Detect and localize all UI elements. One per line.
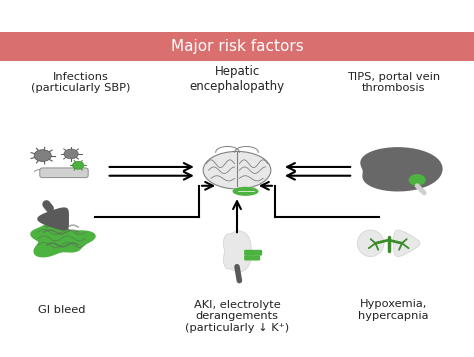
FancyBboxPatch shape <box>244 255 260 261</box>
Circle shape <box>34 150 51 161</box>
FancyBboxPatch shape <box>0 32 474 61</box>
FancyBboxPatch shape <box>40 168 88 178</box>
Polygon shape <box>361 148 442 191</box>
Polygon shape <box>38 208 68 230</box>
Text: Major risk factors: Major risk factors <box>171 39 303 54</box>
Text: Hepatic
encephalopathy: Hepatic encephalopathy <box>190 65 284 93</box>
Text: Infections
(particularly SBP): Infections (particularly SBP) <box>31 72 130 93</box>
Circle shape <box>64 149 78 159</box>
Text: Hypoxemia,
hypercapnia: Hypoxemia, hypercapnia <box>358 299 428 321</box>
Polygon shape <box>393 230 420 257</box>
Text: GI bleed: GI bleed <box>38 305 85 315</box>
Text: TIPS, portal vein
thrombosis: TIPS, portal vein thrombosis <box>347 72 440 93</box>
FancyBboxPatch shape <box>244 250 262 256</box>
Ellipse shape <box>203 151 271 189</box>
Circle shape <box>73 161 84 169</box>
Circle shape <box>409 174 426 186</box>
Ellipse shape <box>232 187 259 196</box>
Polygon shape <box>223 231 251 272</box>
Polygon shape <box>31 222 95 257</box>
Text: AKI, electrolyte
derangements
(particularly ↓ K⁺): AKI, electrolyte derangements (particula… <box>185 300 289 333</box>
Polygon shape <box>357 230 384 257</box>
